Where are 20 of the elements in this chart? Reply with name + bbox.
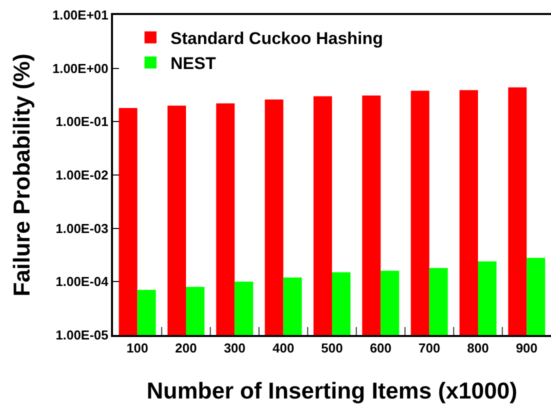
x-tick-label: 300 (224, 340, 246, 356)
x-tick-label: 400 (272, 340, 294, 356)
x-tick-label: 900 (516, 340, 538, 356)
y-axis-title: Failure Probability (%) (8, 54, 34, 296)
x-tick-label: 100 (126, 340, 148, 356)
y-tick-label: 1.00E-03 (56, 220, 108, 236)
x-tick-label: 500 (321, 340, 343, 356)
legend-label: NEST (170, 54, 216, 74)
y-tick-label: 1.00E-02 (56, 168, 108, 183)
y-tick-label: 1.00E-04 (56, 274, 110, 290)
x-tick-label: 200 (175, 340, 197, 356)
x-axis-title: Number of Inserting Items (x1000) (146, 378, 518, 404)
x-tick-label: 700 (418, 340, 440, 356)
y-tick-label: 1.00E-05 (56, 328, 108, 343)
y-tick-label: 1.00E+00 (52, 60, 108, 76)
x-tick-label: 600 (370, 340, 392, 356)
legend-label: Standard Cuckoo Hashing (170, 28, 384, 48)
y-tick-label: 1.00E-01 (56, 114, 108, 130)
x-tick-label: 800 (467, 340, 489, 356)
y-tick-label: 1.00E+01 (52, 8, 108, 23)
